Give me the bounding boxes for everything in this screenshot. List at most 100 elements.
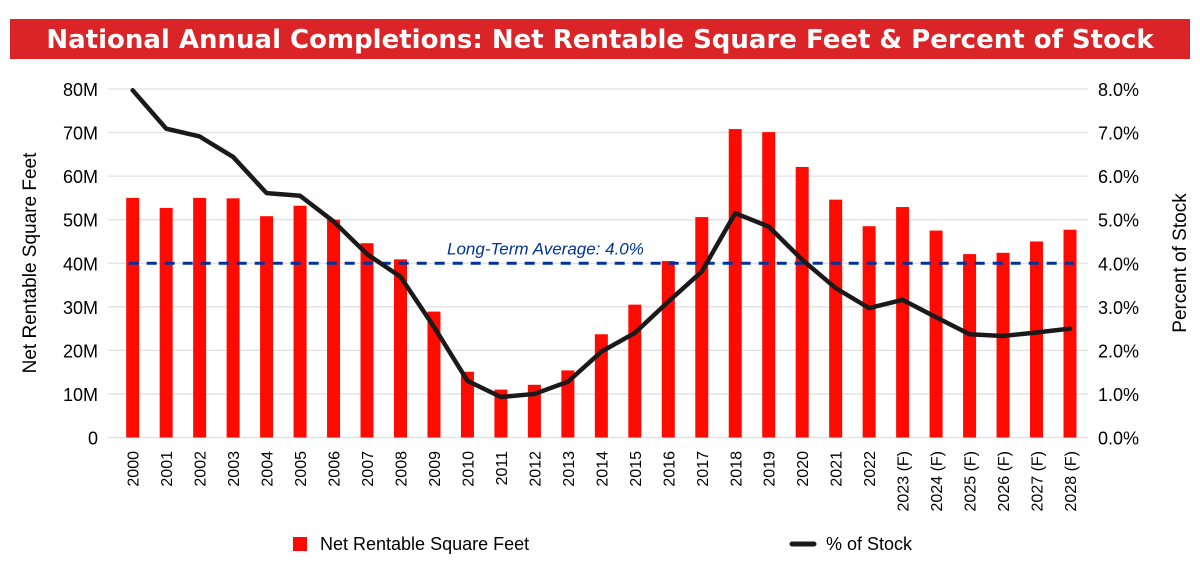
y-tick-label: 60M <box>63 167 98 187</box>
legend-label-line: % of Stock <box>826 534 913 554</box>
pct-of-stock-point <box>667 301 669 303</box>
bar-2009 <box>427 311 441 438</box>
bar-2005 <box>293 205 307 438</box>
bar-2025-F <box>963 254 977 438</box>
bar-2016 <box>661 261 675 438</box>
pct-of-stock-point <box>701 271 703 273</box>
y2-tick-label: 8.0% <box>1098 80 1139 100</box>
long-term-average-label: Long-Term Average: 4.0% <box>447 239 644 258</box>
pct-of-stock-point <box>902 299 904 301</box>
bar-2020 <box>795 166 809 438</box>
y2-tick-label: 0.0% <box>1098 429 1139 449</box>
x-tick-label: 2023 (F) <box>896 451 913 511</box>
pct-of-stock-point <box>1036 332 1038 334</box>
x-tick-label: 2022 <box>862 451 879 487</box>
x-tick-label: 2021 <box>829 451 846 487</box>
y-tick-label: 10M <box>63 385 98 405</box>
pct-of-stock-point <box>266 192 268 194</box>
bar-2000 <box>126 197 140 438</box>
x-tick-label: 2014 <box>594 451 611 487</box>
x-tick-label: 2018 <box>728 451 745 487</box>
bar-2008 <box>394 259 407 438</box>
pct-of-stock-point <box>299 195 301 197</box>
x-tick-label: 2027 (F) <box>1030 451 1047 511</box>
bar-2006 <box>327 219 341 438</box>
pct-of-stock-point <box>500 396 502 398</box>
pct-of-stock-point <box>533 393 535 395</box>
bar-2021 <box>829 199 843 438</box>
bar-2007 <box>360 243 374 438</box>
pct-of-stock-point <box>634 332 636 334</box>
y2-tick-label: 3.0% <box>1098 298 1139 318</box>
x-tick-label: 2006 <box>327 451 344 487</box>
bar-2011 <box>494 389 508 438</box>
x-tick-label: 2024 (F) <box>929 451 946 511</box>
bar-2004 <box>260 216 274 438</box>
x-tick-label: 2015 <box>628 451 645 487</box>
pct-of-stock-point <box>333 220 335 222</box>
x-tick-label: 2007 <box>360 451 377 487</box>
x-tick-label: 2010 <box>460 451 477 487</box>
legend-label-bars: Net Rentable Square Feet <box>320 534 529 554</box>
x-tick-label: 2025 (F) <box>963 451 980 511</box>
y-tick-label: 50M <box>63 211 98 231</box>
bar-2003 <box>226 198 240 438</box>
pct-of-stock-point <box>433 326 435 328</box>
pct-of-stock-point <box>366 253 368 255</box>
y-tick-label: 20M <box>63 341 98 361</box>
y-tick-label: 30M <box>63 298 98 318</box>
y-tick-label: 0 <box>88 429 98 449</box>
y2-tick-label: 1.0% <box>1098 385 1139 405</box>
bar-2013 <box>561 370 575 438</box>
pct-of-stock-point <box>835 287 837 289</box>
bar-2014 <box>594 334 608 438</box>
y2-axis-label: Percent of Stock <box>1170 193 1191 333</box>
bar-2001 <box>159 207 173 438</box>
pct-of-stock-point <box>132 89 134 91</box>
y2-tick-label: 6.0% <box>1098 167 1139 187</box>
pct-of-stock-point <box>1069 328 1071 330</box>
x-tick-label: 2000 <box>126 451 143 487</box>
bar-2018 <box>728 129 742 438</box>
bar-2012 <box>527 384 541 438</box>
y2-tick-label: 7.0% <box>1098 124 1139 144</box>
chart-title: National Annual Completions: Net Rentabl… <box>46 25 1154 55</box>
pct-of-stock-point <box>969 333 971 335</box>
pct-of-stock-point <box>600 351 602 353</box>
x-tick-label: 2020 <box>795 451 812 487</box>
x-tick-label: 2017 <box>695 451 712 487</box>
x-tick-label: 2003 <box>226 451 243 487</box>
y-tick-label: 80M <box>63 80 98 100</box>
bar-2010 <box>460 371 474 438</box>
bar-2026-F <box>996 252 1010 438</box>
bar-2028-F <box>1063 229 1077 438</box>
bar-2002 <box>193 197 207 438</box>
y2-tick-label: 4.0% <box>1098 254 1139 274</box>
pct-of-stock-point <box>199 135 201 137</box>
y2-tick-label: 2.0% <box>1098 341 1139 361</box>
bar-2017 <box>695 217 709 438</box>
x-tick-label: 2011 <box>494 451 511 486</box>
pct-of-stock-point <box>768 226 770 228</box>
x-tick-label: 2013 <box>561 451 578 487</box>
x-tick-label: 2019 <box>762 451 779 487</box>
bar-2022 <box>862 226 876 438</box>
x-tick-label: 2001 <box>159 451 176 487</box>
pct-of-stock-point <box>734 212 736 214</box>
pct-of-stock-point <box>232 156 234 158</box>
y-axis-label: Net Rentable Square Feet <box>20 152 41 373</box>
x-tick-label: 2005 <box>293 451 310 487</box>
pct-of-stock-point <box>400 276 401 278</box>
pct-of-stock-point <box>165 128 167 130</box>
x-tick-label: 2012 <box>527 451 544 487</box>
x-tick-label: 2008 <box>394 451 411 487</box>
bar-2015 <box>628 304 642 438</box>
bar-2024-F <box>929 230 943 438</box>
pct-of-stock-point <box>868 307 870 309</box>
y-tick-label: 70M <box>63 124 98 144</box>
bar-2027-F <box>1030 241 1044 438</box>
x-tick-label: 2009 <box>427 451 444 487</box>
x-tick-label: 2016 <box>661 451 678 487</box>
pct-of-stock-point <box>935 316 937 318</box>
